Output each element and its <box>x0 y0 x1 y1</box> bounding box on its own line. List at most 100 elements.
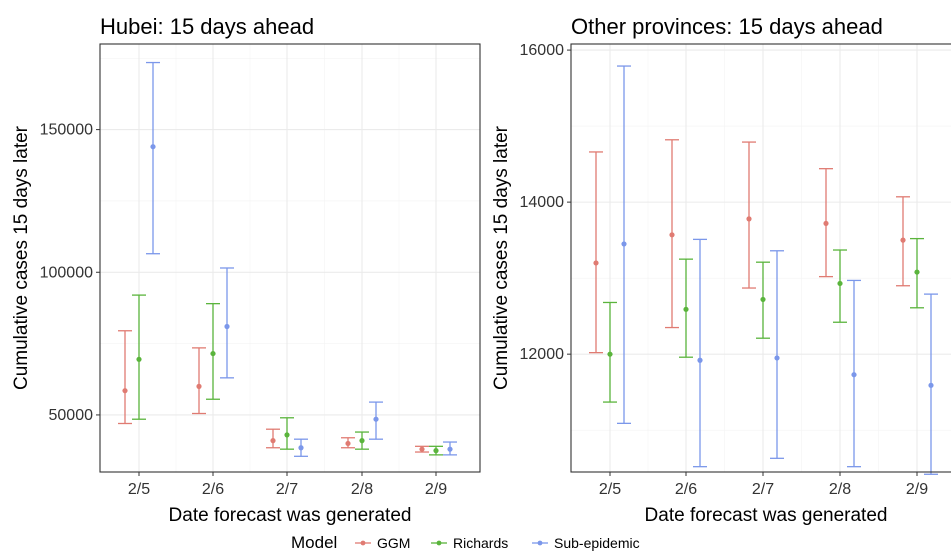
errorbar-sub-epidemic-2-9 <box>443 441 457 456</box>
y-tick-label: 150000 <box>40 122 93 139</box>
point <box>621 241 627 247</box>
legend-title: Model <box>291 533 337 552</box>
legend-label: GGM <box>377 535 410 551</box>
point <box>447 446 453 452</box>
hubei-grid <box>100 44 480 472</box>
errorbar-richards-2-7 <box>280 417 294 450</box>
legend-item-richards: Richards <box>431 535 508 551</box>
errorbar-sub-epidemic-2-8 <box>369 401 383 440</box>
hubei-marks <box>118 61 457 457</box>
legend-item-sub-epidemic: Sub-epidemic <box>532 535 640 551</box>
x-tick-label: 2/8 <box>351 481 373 498</box>
point <box>359 438 365 444</box>
point <box>851 372 857 378</box>
legend-key-point <box>537 540 543 546</box>
x-tick-label: 2/7 <box>276 481 298 498</box>
errorbar-ggm-2-5 <box>118 330 132 425</box>
hubei-plot-frame <box>99 43 481 473</box>
errorbar-ggm-2-7 <box>742 141 756 289</box>
errorbar-richards-2-7 <box>756 261 770 339</box>
x-tick-label: 2/7 <box>752 481 774 498</box>
point <box>196 383 202 389</box>
errorbar-ggm-2-8 <box>341 437 355 449</box>
errorbar-ggm-2-9 <box>415 445 429 453</box>
errorbar-sub-epidemic-2-6 <box>220 267 234 379</box>
errorbar-richards-2-5 <box>132 294 146 420</box>
other-provinces-panel: Other provinces: 15 days ahead 12000 1400… <box>491 14 951 526</box>
y-tick-label: 50000 <box>49 407 94 424</box>
point <box>284 432 290 438</box>
point <box>823 220 829 227</box>
point <box>373 416 379 422</box>
other-provinces-marks <box>589 65 938 475</box>
x-tick-label: 2/9 <box>425 481 447 498</box>
errorbar-sub-epidemic-2-7 <box>294 438 308 457</box>
point <box>760 296 766 303</box>
point <box>270 438 276 444</box>
x-tick-label: 2/5 <box>599 481 621 498</box>
other-provinces-y-axis-title: Cumulative cases 15 days later <box>491 125 512 390</box>
errorbar-ggm-2-5 <box>589 151 603 354</box>
hubei-panel: Hubei: 15 days ahead 50000 100000 150000 2… <box>11 14 481 526</box>
point <box>419 446 425 452</box>
point <box>928 382 934 388</box>
errorbar-richards-2-8 <box>355 431 369 450</box>
point <box>837 280 843 287</box>
other-provinces-grid <box>571 44 951 472</box>
y-tick-label: 16000 <box>520 42 565 59</box>
point <box>150 144 156 150</box>
other-provinces-x-axis: 2/5 2/6 2/7 2/8 2/9 <box>599 472 928 498</box>
errorbar-sub-epidemic-2-5 <box>617 65 631 424</box>
point <box>900 237 906 243</box>
errorbar-sub-epidemic-2-7 <box>770 250 784 459</box>
point <box>774 355 780 361</box>
x-tick-label: 2/6 <box>202 481 224 498</box>
errorbar-richards-2-6 <box>206 303 220 400</box>
legend: Model GGM Richards Sub-epidemic <box>291 533 640 552</box>
x-tick-label: 2/9 <box>906 481 928 498</box>
other-provinces-x-axis-title: Date forecast was generated <box>645 505 888 526</box>
y-tick-label: 12000 <box>520 346 565 363</box>
point <box>746 216 752 222</box>
errorbar-sub-epidemic-2-9 <box>924 293 938 475</box>
hubei-x-axis-title: Date forecast was generated <box>169 505 412 526</box>
point <box>914 269 920 275</box>
point <box>210 350 216 357</box>
point <box>122 388 128 394</box>
y-tick-label: 14000 <box>520 194 565 211</box>
legend-items: GGM Richards Sub-epidemic <box>355 535 640 551</box>
errorbar-richards-2-6 <box>679 258 693 358</box>
other-provinces-plot-frame <box>570 43 951 473</box>
x-tick-label: 2/8 <box>829 481 851 498</box>
legend-label: Sub-epidemic <box>554 535 640 551</box>
errorbar-ggm-2-8 <box>819 168 833 278</box>
errorbar-sub-epidemic-2-8 <box>847 279 861 468</box>
other-provinces-chart-title: Other provinces: 15 days ahead <box>571 14 883 39</box>
point <box>136 356 142 362</box>
hubei-y-axis: 50000 100000 150000 <box>40 122 100 424</box>
errorbar-ggm-2-9 <box>896 196 910 287</box>
errorbar-ggm-2-6 <box>665 139 679 329</box>
point <box>593 260 599 266</box>
point <box>607 351 613 357</box>
point <box>298 445 304 451</box>
hubei-chart-title: Hubei: 15 days ahead <box>100 14 314 39</box>
hubei-y-axis-title: Cumulative cases 15 days later <box>11 125 32 390</box>
errorbar-richards-2-9 <box>910 237 924 309</box>
point <box>683 306 689 312</box>
point <box>697 357 703 363</box>
point <box>345 440 351 447</box>
errorbar-richards-2-8 <box>833 249 847 323</box>
legend-key-point <box>360 540 366 546</box>
point <box>433 448 439 454</box>
errorbar-sub-epidemic-2-6 <box>693 238 707 468</box>
point <box>224 323 230 330</box>
errorbar-richards-2-9 <box>429 445 443 456</box>
point <box>669 232 675 238</box>
x-tick-label: 2/6 <box>675 481 697 498</box>
errorbar-ggm-2-6 <box>192 347 206 415</box>
errorbar-sub-epidemic-2-5 <box>146 61 160 255</box>
other-provinces-y-axis: 12000 14000 16000 <box>520 42 571 363</box>
legend-key-point <box>436 540 442 546</box>
